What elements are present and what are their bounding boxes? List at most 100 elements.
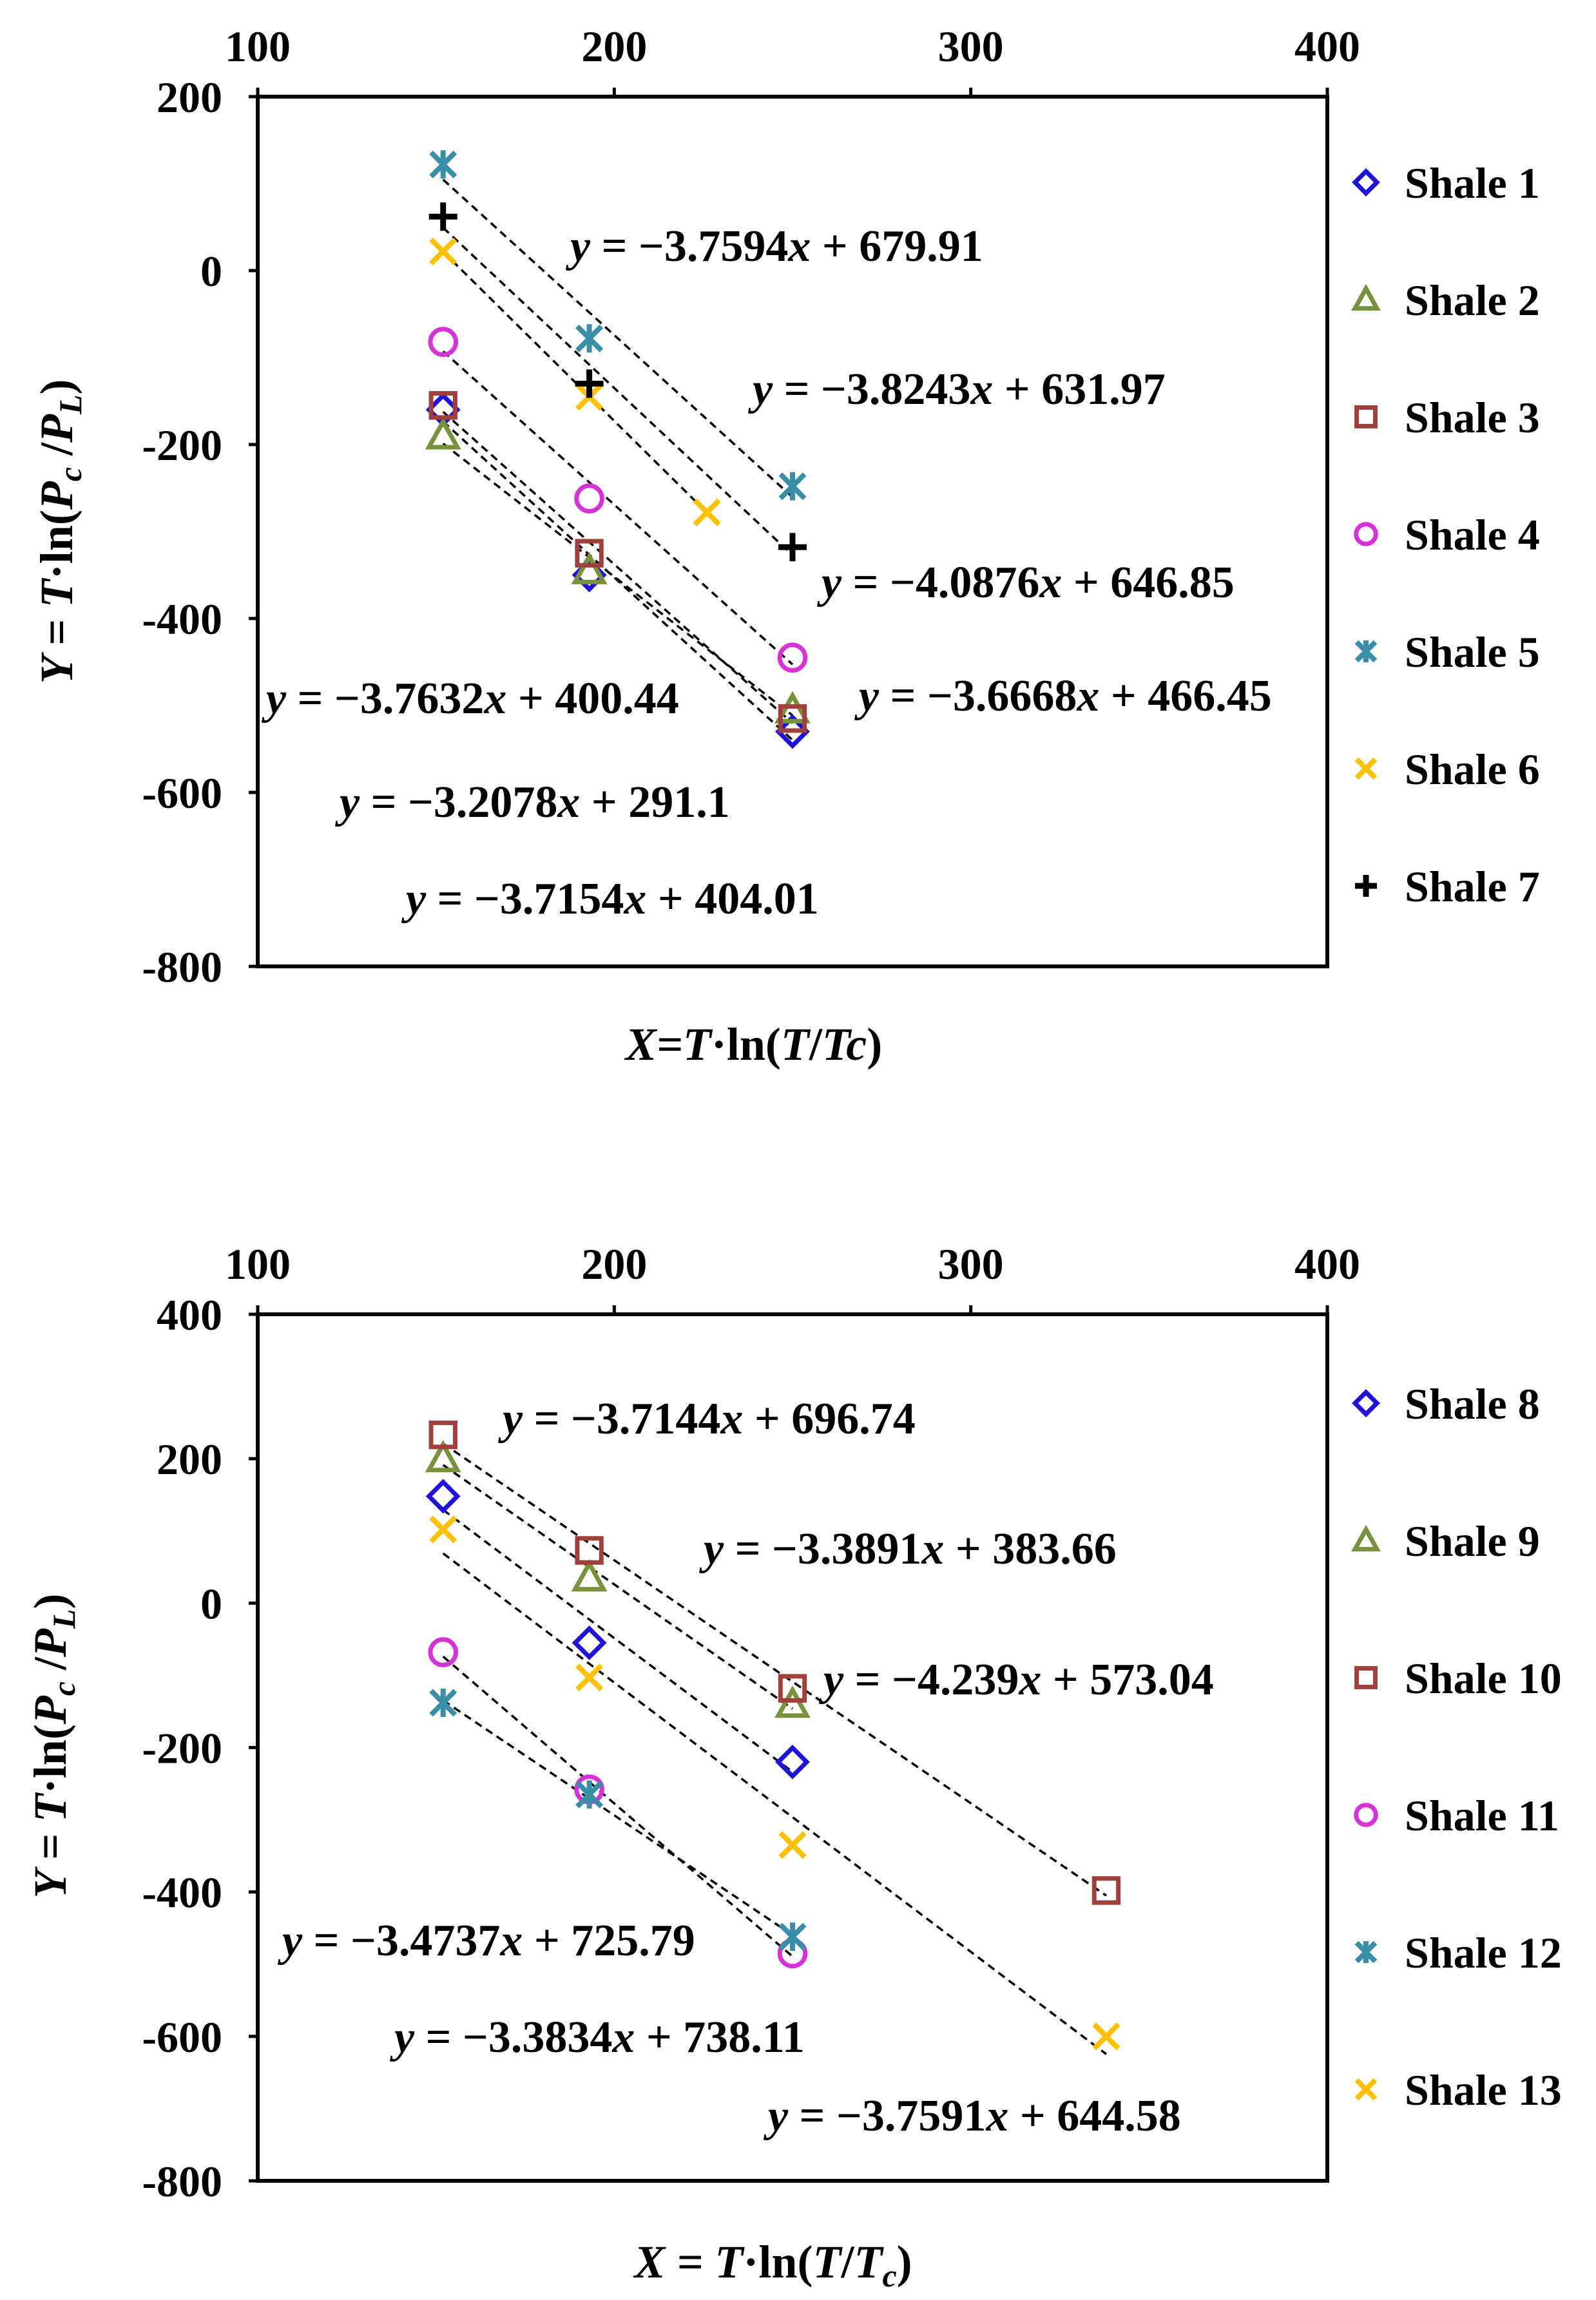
trendline-shale-2: [442, 443, 794, 716]
y-tick-label: -600: [142, 769, 222, 818]
data-point-shale-13: [1092, 2022, 1120, 2051]
x-tick-label: 300: [938, 22, 1004, 71]
data-point-shale-5: [429, 150, 457, 179]
data-point-shale-7: [778, 533, 807, 562]
equation-label: y = −3.7594x + 679.91: [566, 222, 983, 271]
equation-label: y = −3.7591x + 644.58: [764, 2091, 1181, 2141]
x-tick-label: 300: [938, 1240, 1004, 1289]
data-point-shale-11: [428, 1637, 459, 1667]
data-point-shale-12: [778, 1922, 807, 1951]
trendline-shale-3: [442, 411, 794, 724]
y-tick-label: -800: [142, 943, 222, 992]
trendline-shale-4: [442, 350, 794, 666]
chart-bottom: 100 200 300 400 400 200 0 -200 -400 -600 -800 y = −…: [24, 1240, 1562, 2294]
y-tick-label: -400: [142, 595, 222, 644]
equation-label: y = −3.7632x + 400.44: [262, 674, 679, 724]
trendline-shale-10: [442, 1442, 1107, 1897]
data-point-shale-4: [428, 327, 459, 358]
data-point-shale-2: [425, 417, 461, 450]
equation-label: y = −3.6668x + 466.45: [854, 671, 1272, 721]
legend-label: Shale 12: [1405, 1928, 1562, 1977]
legend-marker: [1354, 757, 1378, 780]
x-tick-label: 400: [1294, 1240, 1360, 1289]
data-point-shale-9: [425, 1439, 461, 1473]
legend-marker: [1354, 2078, 1378, 2101]
y-tick-label: 0: [200, 1579, 222, 1628]
data-point-shale-3: [428, 391, 457, 420]
data-point-shale-5: [778, 472, 807, 501]
data-point-shale-12: [575, 1780, 604, 1809]
legend-marker: [1354, 640, 1378, 663]
y-tick-label: 400: [157, 1290, 222, 1339]
equation-label: y = −3.3834x + 738.11: [390, 2013, 805, 2062]
trendline-shale-9: [442, 1464, 794, 1710]
x-tick-label: 100: [225, 22, 291, 71]
y-axis-label: Y = T·ln(Pc /PL): [31, 379, 88, 684]
data-point-shale-10: [778, 1674, 807, 1703]
legend-marker: [1354, 1941, 1378, 1964]
legend-marker: [1352, 1389, 1380, 1417]
data-point-shale-3: [575, 539, 604, 568]
equation-label: y = −3.7154x + 404.01: [401, 874, 819, 924]
trendline-shale-8: [442, 1509, 794, 1773]
legend-label: Shale 13: [1405, 2065, 1562, 2114]
data-point-shale-13: [778, 1831, 807, 1859]
legend-marker: [1351, 1524, 1381, 1552]
y-tick-label: 200: [157, 1435, 222, 1484]
legend-marker: [1352, 168, 1380, 196]
y-tick-label: -800: [142, 2157, 222, 2206]
data-point-shale-9: [774, 1685, 811, 1718]
data-point-shale-10: [575, 1536, 604, 1565]
y-tick-label: 0: [200, 247, 222, 296]
data-point-shale-4: [777, 642, 808, 673]
y-tick-label: -200: [142, 1724, 222, 1773]
data-point-shale-10: [428, 1420, 457, 1450]
equation-label: y = −3.4737x + 725.79: [278, 1916, 695, 1966]
data-point-shale-10: [1091, 1876, 1121, 1905]
trendline-shale-6: [442, 251, 708, 513]
legend-label: Shale 4: [1405, 510, 1540, 559]
legend-marker: [1354, 1803, 1378, 1827]
equation-label: y = −3.7144x + 696.74: [498, 1394, 916, 1444]
legend-label: Shale 1: [1405, 158, 1540, 207]
legend-label: Shale 7: [1405, 862, 1540, 911]
legend-marker: [1354, 405, 1378, 428]
x-tick-label: 200: [581, 1240, 647, 1289]
trendline-shale-13: [442, 1552, 1107, 2055]
equation-label: y = −3.3891x + 383.66: [699, 1524, 1117, 1574]
data-point-shale-2: [571, 551, 608, 584]
trendline-shale-12: [442, 1699, 793, 1936]
data-point-shale-6: [429, 237, 457, 265]
y-tick-label: -600: [142, 2013, 222, 2062]
legend-marker: [1354, 1666, 1378, 1689]
legend-marker: [1355, 875, 1377, 897]
legend-label: Shale 2: [1405, 276, 1540, 325]
equation-label: y = −4.0876x + 646.85: [817, 558, 1235, 608]
data-point-shale-9: [571, 1558, 608, 1592]
legend-label: Shale 9: [1405, 1517, 1540, 1566]
legend-label: Shale 10: [1405, 1654, 1562, 1703]
legend-label: Shale 5: [1405, 628, 1540, 676]
data-point-shale-8: [572, 1625, 607, 1660]
trendline-shale-7: [442, 227, 794, 556]
x-axis-label: X=T·ln(T/Tc): [624, 1019, 882, 1070]
data-point-shale-3: [778, 704, 807, 733]
legend-marker: [1354, 522, 1378, 546]
legend-label: Shale 11: [1405, 1791, 1559, 1840]
trendline-shale-11: [442, 1655, 794, 1958]
data-point-shale-7: [575, 369, 604, 398]
data-point-shale-13: [429, 1515, 457, 1544]
legend-label: Shale 6: [1405, 745, 1540, 794]
y-tick-label: -200: [142, 421, 222, 470]
legend-label: Shale 8: [1405, 1379, 1540, 1428]
equation-label: y = −3.8243x + 631.97: [748, 365, 1166, 414]
y-tick-label: -400: [142, 1868, 222, 1917]
y-tick-label: 200: [157, 73, 222, 122]
legend-marker: [1351, 283, 1381, 311]
x-tick-label: 100: [225, 1240, 291, 1289]
data-point-shale-7: [428, 202, 457, 231]
data-point-shale-5: [575, 324, 604, 353]
data-point-shale-1: [775, 714, 810, 749]
